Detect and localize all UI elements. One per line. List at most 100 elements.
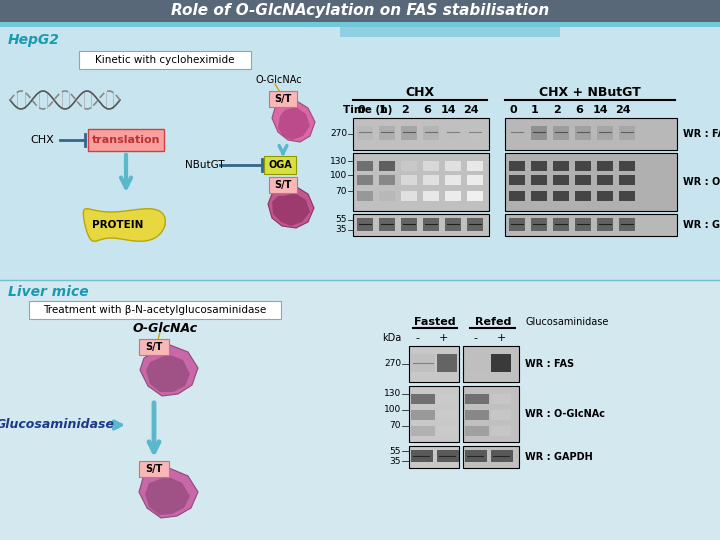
Bar [491, 354, 511, 372]
Bar [531, 175, 547, 185]
Bar [379, 218, 395, 231]
Bar [437, 410, 457, 420]
Bar [505, 153, 677, 211]
Text: 24: 24 [615, 105, 631, 115]
Bar [509, 191, 525, 201]
Bar [465, 426, 489, 436]
Text: 270: 270 [330, 130, 347, 138]
FancyBboxPatch shape [269, 177, 297, 193]
Text: Glucosaminidase: Glucosaminidase [0, 418, 114, 431]
Text: 270: 270 [384, 360, 401, 368]
Text: 14: 14 [593, 105, 609, 115]
Bar [445, 191, 461, 201]
Polygon shape [272, 100, 315, 142]
Text: kDa: kDa [382, 333, 401, 343]
Bar [467, 191, 483, 201]
Bar [509, 218, 525, 231]
FancyBboxPatch shape [88, 129, 164, 151]
Bar [553, 126, 569, 140]
Text: Role of O-GlcNAcylation on FAS stabilisation: Role of O-GlcNAcylation on FAS stabilisa… [171, 3, 549, 18]
FancyBboxPatch shape [79, 51, 251, 69]
Text: S/T: S/T [274, 94, 292, 104]
Bar [423, 218, 439, 231]
Bar [353, 153, 489, 211]
Text: 1: 1 [531, 105, 539, 115]
Bar [437, 354, 457, 372]
Bar [509, 126, 525, 140]
Bar [0, 280, 720, 540]
Bar [553, 175, 569, 185]
Bar [575, 161, 591, 171]
Bar [423, 126, 439, 140]
Bar [423, 191, 439, 201]
Text: Liver mice: Liver mice [8, 285, 89, 299]
Bar [379, 126, 395, 140]
Bar [379, 161, 395, 171]
Bar [357, 161, 373, 171]
Text: WR : GAPDH: WR : GAPDH [683, 220, 720, 230]
Bar [437, 450, 459, 462]
Text: NButGT: NButGT [185, 160, 225, 170]
Bar [463, 386, 519, 442]
Text: WR : FAS: WR : FAS [525, 359, 574, 369]
Bar [467, 175, 483, 185]
Bar [619, 175, 635, 185]
Text: CHX + NButGT: CHX + NButGT [539, 86, 641, 99]
Text: O-GlcNAc: O-GlcNAc [132, 321, 197, 334]
Bar [619, 161, 635, 171]
Bar [411, 450, 433, 462]
Bar [619, 191, 635, 201]
Bar [505, 214, 677, 236]
Bar [463, 446, 519, 468]
Text: 35: 35 [336, 226, 347, 234]
Text: S/T: S/T [145, 464, 163, 474]
Text: Fasted: Fasted [414, 317, 456, 327]
Bar [357, 191, 373, 201]
Polygon shape [145, 476, 190, 515]
Bar [357, 218, 373, 231]
Text: O-GlcNAc: O-GlcNAc [255, 75, 302, 85]
Text: S/T: S/T [145, 342, 163, 352]
Bar [357, 175, 373, 185]
Polygon shape [84, 208, 166, 241]
Text: 2: 2 [401, 105, 409, 115]
Text: +: + [438, 333, 448, 343]
Bar [465, 410, 489, 420]
Bar [619, 218, 635, 231]
Bar [553, 218, 569, 231]
Bar [597, 161, 613, 171]
Text: 6: 6 [423, 105, 431, 115]
FancyBboxPatch shape [264, 156, 296, 174]
Text: -: - [415, 333, 419, 343]
Polygon shape [278, 107, 310, 140]
FancyBboxPatch shape [139, 339, 169, 355]
Text: Refed: Refed [474, 317, 511, 327]
Bar [463, 346, 519, 382]
Text: 55: 55 [390, 447, 401, 456]
Text: WR : O-GlcNAc: WR : O-GlcNAc [525, 409, 605, 419]
Text: S/T: S/T [274, 180, 292, 190]
Bar [553, 191, 569, 201]
Bar [353, 214, 489, 236]
Text: 130: 130 [384, 389, 401, 399]
Bar [401, 218, 417, 231]
Text: Treatment with β-N-acetylglucosaminidase: Treatment with β-N-acetylglucosaminidase [43, 305, 266, 315]
Polygon shape [268, 186, 314, 228]
Bar [411, 354, 435, 372]
Bar [619, 126, 635, 140]
Bar [465, 450, 487, 462]
Text: 70: 70 [336, 186, 347, 195]
Bar [0, 0, 720, 22]
Bar [423, 161, 439, 171]
Bar [531, 161, 547, 171]
Bar [491, 426, 511, 436]
Text: -: - [473, 333, 477, 343]
Text: PROTEIN: PROTEIN [92, 220, 144, 230]
Bar [597, 126, 613, 140]
Bar [411, 410, 435, 420]
Text: CHX: CHX [30, 135, 54, 145]
Bar [411, 426, 435, 436]
Text: 55: 55 [336, 215, 347, 225]
Bar [401, 161, 417, 171]
Bar [445, 126, 461, 140]
